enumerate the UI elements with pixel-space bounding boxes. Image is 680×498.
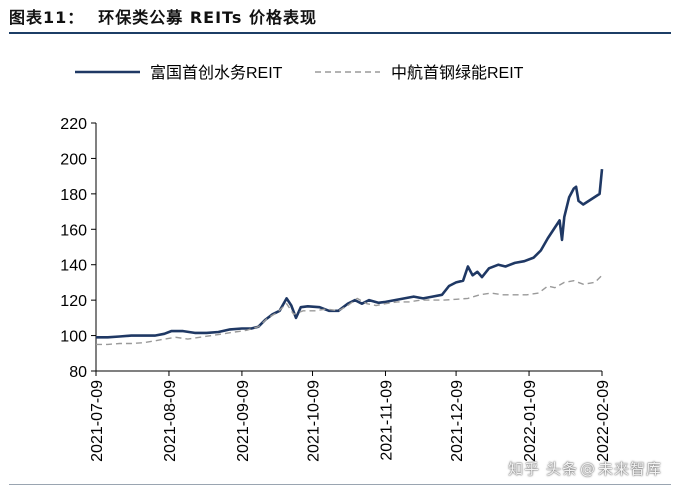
y-tick-label: 100 <box>60 329 87 346</box>
at-icon: @ <box>579 460 596 478</box>
y-tick-label: 200 <box>60 151 87 168</box>
watermark: 知乎 头条 @ 未来智库 <box>508 458 662 479</box>
chart-axes: 80 100 120 140 160 180 200 220 2021-07-09 2021-08… <box>60 116 612 462</box>
series-line-1 <box>96 168 604 339</box>
watermark-prefix: 知乎 <box>508 460 541 478</box>
x-tick-label: 2022-01-09 <box>522 380 539 462</box>
watermark-handle: 头条 <box>545 460 578 478</box>
x-tick-label: 2021-09-09 <box>235 380 252 462</box>
y-tick-label: 80 <box>69 364 87 381</box>
x-tick-label: 2021-08-09 <box>162 380 179 462</box>
figure-title: 图表11： 环保类公募 REITs 价格表现 <box>9 4 317 28</box>
y-tick-label: 180 <box>60 187 87 204</box>
chart-legend: 富国首创水务REIT 中航首钢绿能REIT <box>75 64 524 82</box>
y-tick-label: 140 <box>60 258 87 275</box>
y-tick-label: 220 <box>60 116 87 133</box>
legend-label-2: 中航首钢绿能REIT <box>391 64 524 82</box>
watermark-name: 未来智库 <box>597 460 662 478</box>
x-tick-label: 2021-12-09 <box>449 380 466 462</box>
plot-area <box>96 168 604 346</box>
y-tick-label: 120 <box>60 293 87 310</box>
x-tick-label: 2022-02-09 <box>595 380 612 462</box>
figure-title-text: 环保类公募 REITs 价格表现 <box>98 8 317 27</box>
legend-label-1: 富国首创水务REIT <box>150 64 283 82</box>
title-rule <box>9 32 671 34</box>
y-tick-label: 160 <box>60 222 87 239</box>
x-tick-label: 2021-07-09 <box>89 380 106 462</box>
figure-label: 图表11： <box>9 8 85 27</box>
series-line-2 <box>96 274 603 346</box>
x-tick-label: 2021-10-09 <box>306 380 323 462</box>
x-tick-label: 2021-11-09 <box>378 380 395 461</box>
footer-rule <box>9 484 671 485</box>
